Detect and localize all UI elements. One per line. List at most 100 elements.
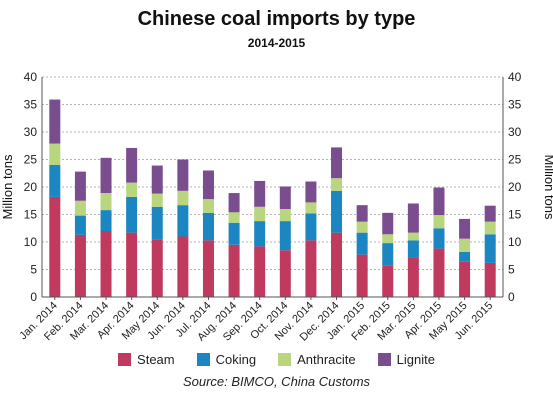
bar-segment-coking [356,232,368,255]
bar-segment-anthracite [459,238,471,252]
bar-segment-steam [382,265,394,297]
bar-segment-steam [459,261,471,297]
bar-segment-coking [459,251,471,262]
y-tick-label: 40 [24,70,38,84]
bar-segment-lignite [331,147,343,179]
y-axis-label: Million tons [0,154,15,220]
bar-segment-coking [484,234,496,263]
bar-segment-steam [407,257,419,297]
bar-segment-steam [331,232,343,297]
legend-swatch [118,353,132,366]
bar-segment-anthracite [331,178,343,191]
bar-segment-anthracite [126,182,138,197]
bar-segment-lignite [126,147,138,183]
bar-segment-lignite [177,159,189,191]
bar-segment-lignite [407,203,419,233]
y-tick-label: 10 [24,235,38,249]
bar-segment-lignite [151,165,163,194]
bar-segment-coking [433,228,445,249]
chart-title: Chinese coal imports by type [137,8,416,30]
bar-segment-anthracite [202,199,214,213]
y-tick-label: 30 [24,125,38,139]
bar-segment-lignite [279,186,291,209]
legend-label: Anthracite [297,352,356,367]
bar-segment-steam [202,240,214,297]
y-tick-label-right: 20 [508,180,522,194]
y-tick-label: 25 [24,153,38,167]
legend-item-steam: Steam [118,352,175,367]
bar-segment-anthracite [382,234,394,244]
y-tick-label-right: 40 [508,70,522,84]
bar-segment-anthracite [151,193,163,207]
bar-segment-steam [433,248,445,297]
bar-segment-coking [100,210,112,231]
bar-segment-lignite [459,218,471,239]
y-tick-label: 20 [24,180,38,194]
bar-segment-steam [74,234,86,297]
bar-segment-coking [202,212,214,241]
y-tick-label-right: 5 [508,263,515,277]
y-axis-label-right: Million tons [542,154,553,220]
bar-segment-anthracite [305,202,317,214]
y-tick-label: 35 [24,98,38,112]
legend-item-lignite: Lignite [377,352,435,367]
bar-segment-steam [49,196,61,297]
bar-segment-lignite [305,181,317,203]
bar-segment-lignite [484,205,496,222]
bar-segment-anthracite [254,206,266,222]
bar-segment-coking [331,190,343,233]
y-tick-label-right: 25 [508,153,522,167]
bar-segment-lignite [202,170,214,200]
legend-swatch [278,353,292,366]
bar-segment-coking [305,213,317,241]
bar-segment-coking [177,205,189,237]
bar-segment-coking [228,222,240,245]
bar-segment-anthracite [177,190,189,206]
y-tick-label-right: 10 [508,235,522,249]
bar-segment-steam [126,232,138,297]
bar-segment-coking [49,165,61,197]
legend-swatch [196,353,210,366]
bar-segment-coking [126,196,138,233]
y-tick-label: 5 [30,263,37,277]
bar-segment-coking [74,215,86,235]
bar-segment-coking [254,221,266,247]
bar-segment-coking [382,243,394,266]
bar-segment-steam [228,244,240,297]
bar-segment-anthracite [356,221,368,233]
bar-segment-lignite [382,212,394,235]
chart-subtitle: 2014-2015 [247,36,306,50]
bar-segment-steam [177,236,189,297]
bar-segment-lignite [49,99,61,144]
bar-segment-lignite [433,187,445,216]
bar-segment-steam [279,250,291,297]
y-tick-label: 0 [30,290,37,304]
legend-label: Steam [137,352,175,367]
bar-segment-steam [254,246,266,297]
bar-segment-coking [407,240,419,258]
bar-segment-anthracite [49,143,61,165]
chart-source: Source: BIMCO, China Customs [182,374,371,389]
bar-segment-lignite [356,205,368,222]
bar-segment-lignite [100,157,112,194]
bar-segment-steam [151,239,163,297]
bar-segment-steam [484,262,496,297]
bar-segment-lignite [228,193,240,213]
legend-swatch [377,353,391,366]
bar-segment-anthracite [279,209,291,222]
y-tick-label-right: 0 [508,290,515,304]
bar-segment-anthracite [433,215,445,229]
bar-segment-anthracite [484,221,496,235]
chart-legend: Steam Coking Anthracite Lignite [0,352,553,367]
legend-item-coking: Coking [196,352,256,367]
bar-segment-steam [356,254,368,297]
bar-segment-steam [100,231,112,297]
bar-segment-coking [279,221,291,251]
bar-segment-coking [151,206,163,240]
y-tick-label-right: 30 [508,125,522,139]
bar-segment-anthracite [407,232,419,241]
bar-segment-lignite [74,171,86,201]
legend-item-anthracite: Anthracite [278,352,356,367]
bar-segment-lignite [254,180,266,207]
